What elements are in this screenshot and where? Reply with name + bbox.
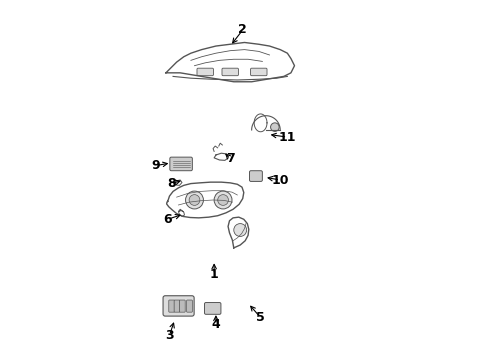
FancyBboxPatch shape — [249, 171, 262, 181]
FancyBboxPatch shape — [174, 300, 180, 312]
Text: 4: 4 — [211, 318, 220, 331]
FancyBboxPatch shape — [222, 68, 238, 76]
Text: 10: 10 — [271, 174, 288, 186]
Circle shape — [214, 191, 231, 209]
FancyBboxPatch shape — [179, 300, 185, 312]
FancyBboxPatch shape — [163, 296, 194, 316]
Text: 7: 7 — [225, 152, 234, 165]
Text: 8: 8 — [166, 177, 175, 190]
FancyBboxPatch shape — [250, 68, 266, 76]
Text: 3: 3 — [165, 329, 173, 342]
Circle shape — [185, 191, 203, 209]
Text: 1: 1 — [209, 268, 218, 281]
Text: 2: 2 — [238, 23, 246, 36]
Text: 9: 9 — [151, 159, 159, 172]
FancyBboxPatch shape — [169, 157, 192, 171]
FancyBboxPatch shape — [168, 300, 174, 312]
FancyBboxPatch shape — [204, 302, 221, 314]
Circle shape — [233, 224, 246, 237]
Text: 5: 5 — [256, 311, 264, 324]
Text: 11: 11 — [278, 131, 296, 144]
Circle shape — [217, 195, 228, 205]
FancyBboxPatch shape — [186, 300, 192, 312]
Text: 6: 6 — [163, 213, 172, 226]
FancyBboxPatch shape — [197, 68, 213, 76]
Circle shape — [270, 123, 279, 131]
Circle shape — [189, 195, 200, 205]
